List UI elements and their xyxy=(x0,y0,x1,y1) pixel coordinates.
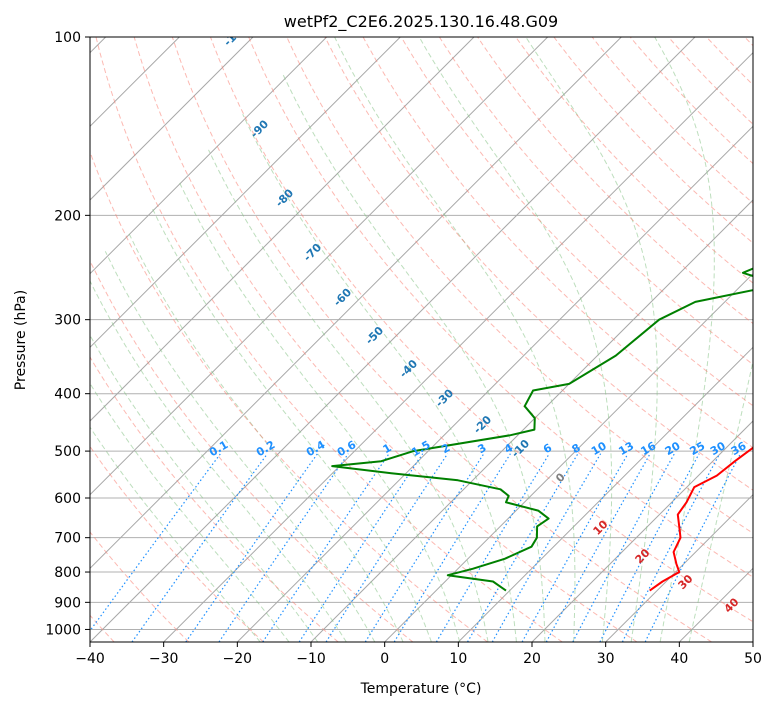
moist-adiabat-line xyxy=(654,37,715,642)
mixing-ratio-line xyxy=(599,453,700,642)
y-tick-label: 300 xyxy=(54,313,81,329)
isotherm-line xyxy=(752,641,753,642)
moist-adiabat-line xyxy=(242,113,517,642)
chart-title: wetPf2_C2E6.2025.130.16.48.G09 xyxy=(284,12,558,32)
dry-adiabat-line xyxy=(171,37,712,642)
dry-adiabat-line xyxy=(477,37,753,325)
moist-adiabat-line xyxy=(128,233,404,642)
mixing-ratio-line xyxy=(298,453,424,642)
mixing-ratio-line xyxy=(185,453,318,642)
mixing-ratio-line xyxy=(90,453,221,632)
moist-adiabat-line xyxy=(418,37,613,642)
x-tick-label: 30 xyxy=(597,651,615,667)
moist-adiabat-line xyxy=(334,37,576,642)
y-tick-label: 1000 xyxy=(45,622,81,638)
isotherm-line xyxy=(90,37,328,275)
y-tick-label: 100 xyxy=(54,30,81,46)
isotherm-line xyxy=(90,37,401,349)
moist-adiabat-line xyxy=(90,334,319,642)
dry-adiabat-line xyxy=(90,531,190,642)
y-tick-label: 900 xyxy=(54,595,81,611)
y-tick-label: 700 xyxy=(54,531,81,547)
dry-adiabat-line xyxy=(95,37,563,642)
mixing-ratio-line xyxy=(491,453,602,642)
mixing-ratio-line xyxy=(466,453,579,642)
dry-adiabat-line xyxy=(438,37,753,366)
moist-adiabat-line xyxy=(90,279,347,642)
isotherm-line xyxy=(236,125,753,642)
isotherm-line xyxy=(531,420,753,642)
isotherm-line xyxy=(90,37,696,642)
x-tick-label: −10 xyxy=(296,651,326,667)
isotherm-line xyxy=(457,346,753,642)
x-tick-label: 40 xyxy=(670,651,688,667)
isotherm-line xyxy=(90,37,622,570)
isotherm-line xyxy=(605,493,753,642)
x-tick-label: 10 xyxy=(449,651,467,667)
mixing-ratio-line xyxy=(218,453,349,642)
dry-adiabat-line xyxy=(362,37,753,449)
x-tick-label: 50 xyxy=(744,651,762,667)
dry-adiabat-line xyxy=(210,37,753,623)
dewpoint-profile xyxy=(331,267,753,592)
isotherm-line xyxy=(384,272,753,642)
x-tick-label: −30 xyxy=(149,651,179,667)
x-tick-label: −20 xyxy=(223,651,253,667)
dry-adiabat-line xyxy=(591,37,753,204)
temperature-profile xyxy=(649,446,753,592)
moist-adiabat-line xyxy=(90,426,261,642)
moist-adiabat-line xyxy=(525,37,658,642)
plot-background xyxy=(90,37,753,642)
dry-adiabat-line xyxy=(400,37,753,407)
moist-adiabat-line xyxy=(152,208,432,642)
dry-adiabat-line xyxy=(133,37,638,642)
x-axis-title: Temperature (°C) xyxy=(360,681,482,697)
isotherm-line xyxy=(163,51,753,642)
x-tick-label: −40 xyxy=(75,651,105,667)
moist-adiabat-line xyxy=(178,180,461,642)
x-tick-label: 0 xyxy=(380,651,389,667)
moist-adiabat-line xyxy=(688,358,753,642)
dry-adiabat-line xyxy=(90,150,488,642)
y-tick-label: 600 xyxy=(54,491,81,507)
mixing-ratio-line xyxy=(521,453,629,642)
isotherm-line xyxy=(90,37,254,201)
mixing-ratio-line xyxy=(262,453,390,642)
mixing-ratio-line xyxy=(131,453,268,642)
dry-adiabat-line xyxy=(90,259,414,642)
moist-adiabat-line xyxy=(208,149,489,642)
mixing-ratio-line xyxy=(325,453,449,642)
mixing-ratio-line xyxy=(572,453,675,642)
isotherm-line xyxy=(90,37,549,496)
y-tick-label: 800 xyxy=(54,565,81,581)
moist-adiabat-line xyxy=(104,251,376,642)
dry-adiabat-line xyxy=(324,37,753,491)
isotherm-line xyxy=(90,37,475,422)
x-tick-label: 20 xyxy=(523,651,541,667)
dry-adiabat-line xyxy=(553,37,753,244)
dry-adiabat-line xyxy=(248,37,753,578)
plot-frame xyxy=(89,36,754,643)
dry-adiabat-label: -100 xyxy=(221,20,250,49)
dry-adiabat-line xyxy=(90,356,339,642)
y-axis-title: Pressure (hPa) xyxy=(13,290,29,390)
y-tick-label: 400 xyxy=(54,387,81,403)
moist-adiabat-line xyxy=(90,382,290,642)
dry-adiabat-line xyxy=(286,37,753,534)
y-tick-label: 200 xyxy=(54,208,81,224)
y-tick-label: 500 xyxy=(54,444,81,460)
